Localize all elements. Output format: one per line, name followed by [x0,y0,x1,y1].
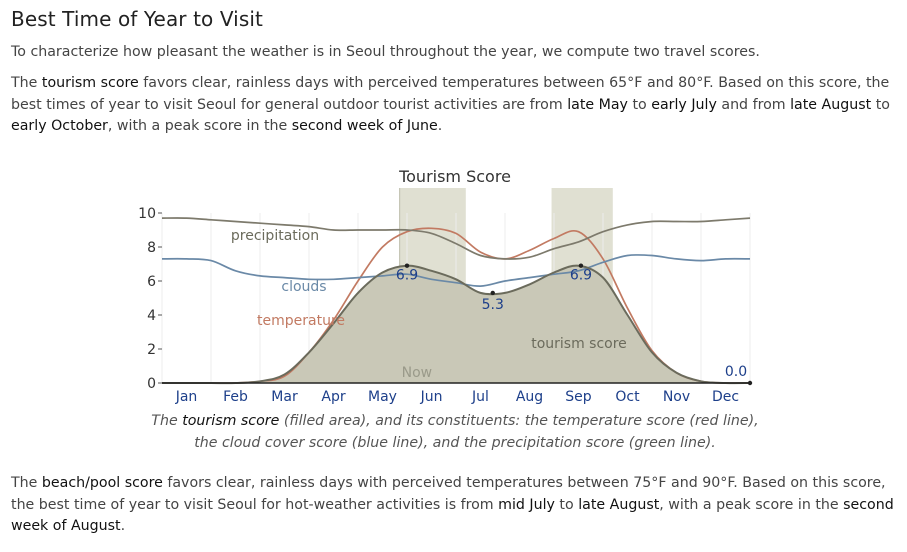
x-tick-label-dec: Dec [712,389,739,405]
tourism-peak: second week of June [291,118,438,134]
beach-range-start: mid July [498,496,555,513]
page-title: Best Time of Year to Visit [11,7,263,31]
x-tick-label-sep: Sep [565,389,592,405]
annotation-point-1 [404,263,410,268]
range1-start: late May [567,96,628,113]
x-tick-label-jan: Jan [175,389,198,405]
annotation-point-2 [490,290,495,296]
beach-score-term: beach/pool score [41,475,163,491]
annotation-value-4: 0.0 [725,364,747,380]
beach-paragraph: The beach/pool score favors clear, rainl… [11,475,894,535]
annotation-point-3 [578,263,584,268]
caption-tourism-score-term: tourism score [182,413,280,429]
tourism-paragraph: The tourism score favors clear, rainless… [11,75,890,134]
x-tick-label-aug: Aug [516,389,543,405]
chart-title: Tourism Score [398,167,511,186]
x-tick-label-mar: Mar [271,389,298,405]
annotation-point-4 [747,380,753,386]
y-tick-label: 8 [147,240,156,256]
precipitation-line [161,217,751,260]
temperature-label: temperature [257,313,345,329]
y-tick-label: 6 [147,274,156,290]
tourism-score-chart: 0 2 4 6 8 10 Jan Feb Mar Apr May Jun Jul Aug Sep Oct Nov… [138,167,753,405]
precipitation-label: precipitation [231,228,319,244]
intro-paragraph: To characterize how pleasant the weather… [11,44,760,60]
chart-caption: The tourism score (filled area), and its… [151,413,759,451]
beach-range-end: late August [578,496,660,513]
annotation-value-1: 6.9 [396,268,418,284]
beach-peak: second week of August [11,496,894,535]
tourism-score-term: tourism score [41,75,139,91]
range2-end: early October [11,118,108,134]
clouds-label: clouds [281,279,326,295]
clouds-line [161,254,751,287]
x-tick-label-nov: Nov [663,389,690,405]
y-tick-label: 10 [138,206,156,222]
y-tick-label: 0 [147,376,156,392]
x-tick-label-may: May [368,389,397,405]
range2-start: late August [790,96,872,113]
x-tick-label-apr: Apr [321,389,345,405]
x-tick-label-jul: Jul [471,389,489,405]
now-label: Now [402,365,433,381]
x-tick-label-oct: Oct [615,389,640,405]
x-tick-label-jun: Jun [420,389,443,405]
range1-end: early July [651,96,717,113]
tourism-score-line [161,264,751,385]
x-tick-label-feb: Feb [223,389,248,405]
annotation-value-2: 5.3 [482,297,504,313]
tourism-score-label: tourism score [531,336,627,352]
y-tick-label: 4 [147,308,156,324]
y-tick-label: 2 [147,342,156,358]
annotation-value-3: 6.9 [570,268,592,284]
